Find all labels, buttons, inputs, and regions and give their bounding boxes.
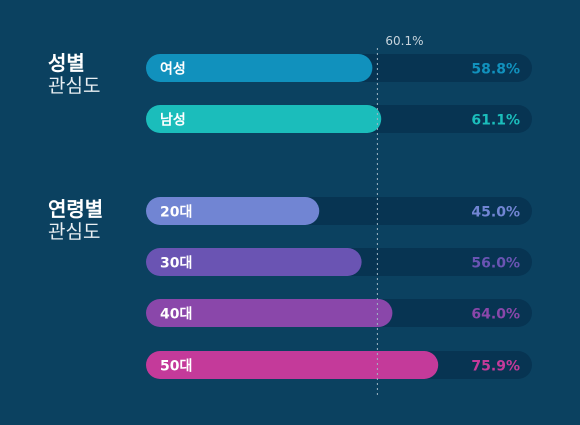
value-label: 56.0%	[471, 256, 520, 272]
age-title-light: 관심도	[48, 221, 101, 243]
age-title-bold: 연령별	[48, 197, 104, 221]
value-label: 58.8%	[471, 62, 520, 78]
age-section-title: 연령별 관심도	[48, 198, 103, 243]
category-label: 40대	[160, 307, 192, 323]
category-label: 여성	[160, 61, 186, 78]
gender-section-title: 성별 관심도	[48, 52, 100, 97]
bar-여성	[146, 54, 373, 82]
category-label: 30대	[160, 256, 192, 272]
bar-50대	[146, 351, 439, 379]
bar-20대	[146, 197, 320, 225]
category-label: 20대	[160, 205, 192, 221]
value-label: 75.9%	[471, 359, 520, 375]
value-label: 61.1%	[471, 113, 520, 129]
gender-title-bold: 성별	[48, 51, 85, 75]
bar-30대	[146, 248, 362, 276]
category-label: 남성	[160, 112, 186, 129]
value-label: 45.0%	[471, 205, 520, 221]
bar-40대	[146, 299, 393, 327]
reference-label: 60.1%	[385, 34, 423, 48]
bar-남성	[146, 105, 382, 133]
gender-title-light: 관심도	[48, 75, 101, 97]
category-label: 50대	[160, 359, 192, 375]
value-label: 64.0%	[471, 307, 520, 323]
